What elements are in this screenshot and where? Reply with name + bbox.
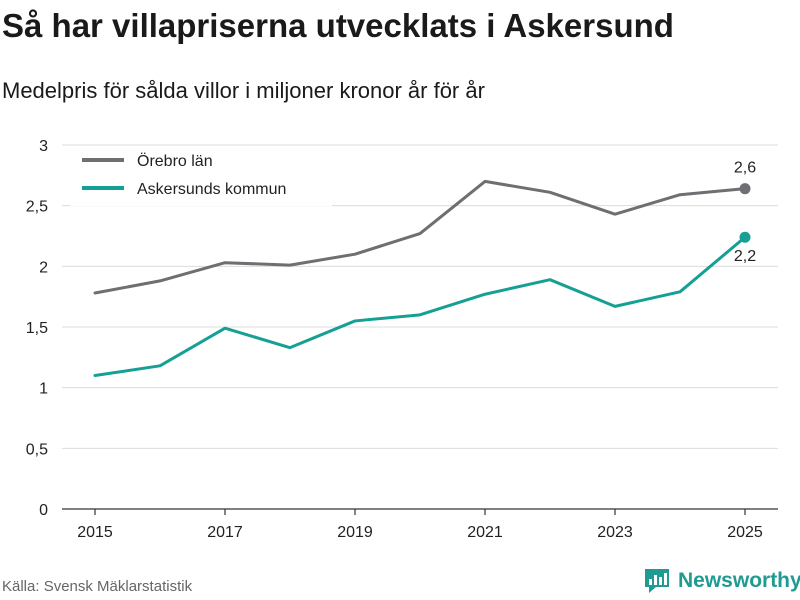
y-tick-label: 1: [39, 381, 48, 398]
series-line-orebro-lan: [93, 179, 747, 295]
y-tick-label: 1,5: [26, 320, 48, 337]
y-tick-label: 2,5: [26, 199, 48, 216]
y-tick-label: 2: [39, 259, 48, 276]
data-label: 2,6: [734, 160, 756, 177]
source-note: Källa: Svensk Mäklarstatistik: [2, 578, 193, 595]
legend-label: Örebro län: [137, 152, 213, 170]
line-chart: 0 0,5 1 1,5 2 2,5 3 2015 2017 2019 2021 2023 2025 2,6…: [26, 138, 778, 541]
series-end-point: [739, 183, 751, 195]
legend-background: [70, 146, 332, 206]
x-tick-label: 2025: [727, 524, 763, 541]
x-tick-label: 2023: [597, 524, 633, 541]
x-tick-label: 2021: [467, 524, 503, 541]
legend-label: Askersunds kommun: [137, 181, 286, 198]
x-tick-label: 2015: [77, 524, 113, 541]
y-tick-label: 0: [39, 502, 48, 519]
data-label: 2,2: [734, 248, 756, 265]
x-tick-label: 2017: [207, 524, 243, 541]
brand-name: Newsworthy: [678, 569, 800, 592]
brand: Newsworthy: [644, 568, 800, 594]
y-tick-label: 0,5: [26, 441, 48, 458]
chart-title: Så har villapriserna utvecklats i Askers…: [2, 7, 674, 44]
newsworthy-logo-icon: [645, 569, 669, 593]
series-line-askersunds-kommun: [93, 235, 747, 378]
chart-subtitle: Medelpris för sålda villor i miljoner kr…: [2, 78, 485, 103]
series-end-point: [739, 231, 751, 243]
y-tick-label: 3: [39, 138, 48, 155]
x-tick-label: 2019: [337, 524, 373, 541]
